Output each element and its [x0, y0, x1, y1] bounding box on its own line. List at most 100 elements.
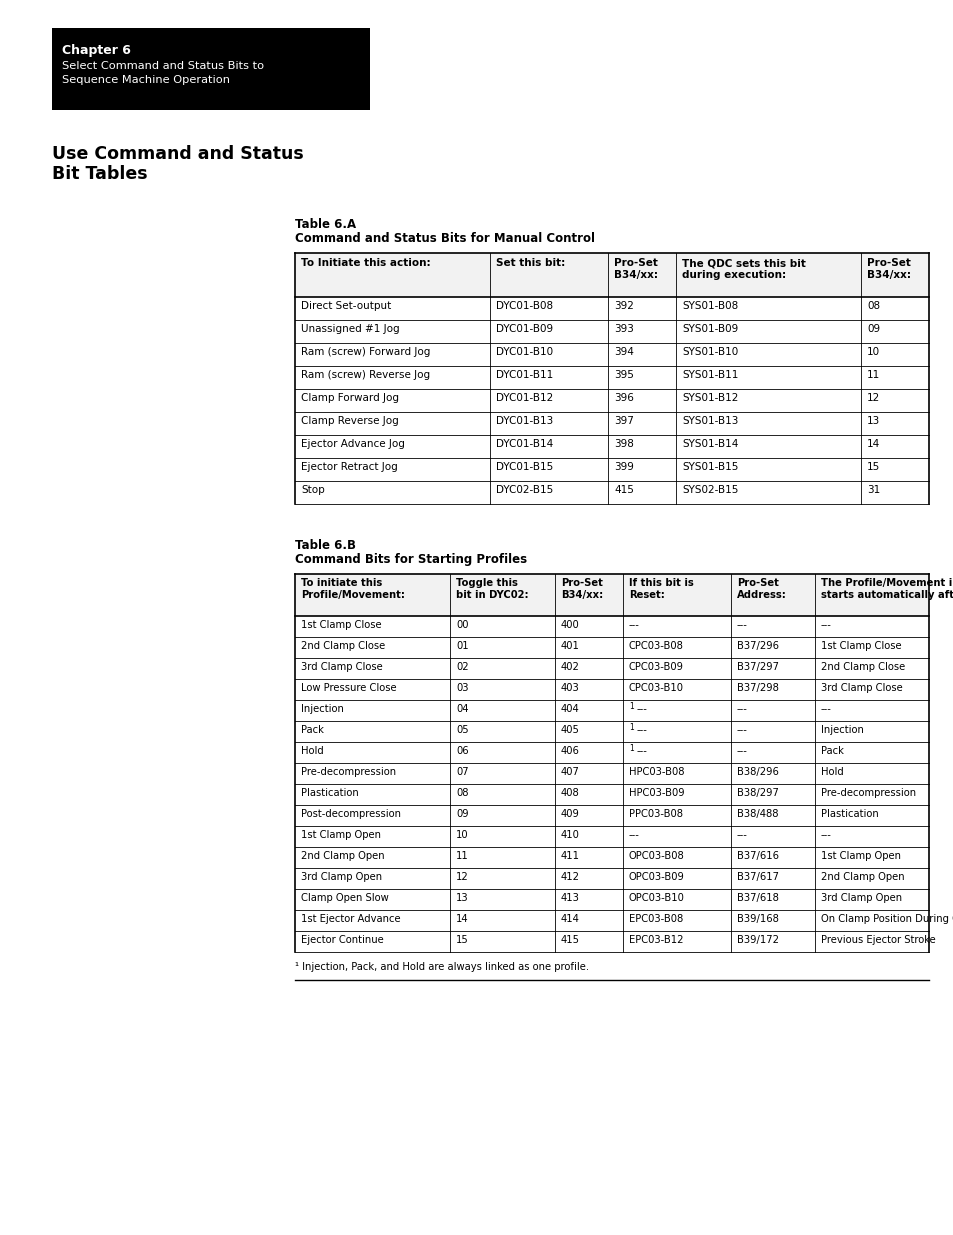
Text: 400: 400 [560, 620, 579, 630]
Text: 2nd Clamp Close: 2nd Clamp Close [301, 641, 385, 651]
Text: ¹ Injection, Pack, and Hold are always linked as one profile.: ¹ Injection, Pack, and Hold are always l… [294, 962, 589, 972]
Text: 2nd Clamp Open: 2nd Clamp Open [301, 851, 384, 861]
Text: SYS02-B15: SYS02-B15 [681, 485, 738, 495]
Text: Pro-Set
Address:: Pro-Set Address: [737, 578, 786, 600]
Text: 403: 403 [560, 683, 579, 693]
Text: 1: 1 [628, 743, 633, 753]
Text: OPC03-B10: OPC03-B10 [628, 893, 684, 903]
Text: ---: --- [637, 746, 647, 756]
Text: 02: 02 [456, 662, 468, 672]
Text: Hold: Hold [301, 746, 323, 756]
Text: B38/488: B38/488 [737, 809, 778, 819]
Text: 15: 15 [456, 935, 468, 945]
Text: B37/296: B37/296 [737, 641, 779, 651]
Text: B39/172: B39/172 [737, 935, 779, 945]
Text: The Profile/Movement in column 1
starts automatically after:: The Profile/Movement in column 1 starts … [821, 578, 953, 600]
Text: CPC03-B10: CPC03-B10 [628, 683, 683, 693]
Text: 1: 1 [628, 722, 633, 732]
Bar [52, 28, 370, 110]
Text: Clamp Forward Jog: Clamp Forward Jog [301, 393, 398, 403]
Text: 1: 1 [628, 701, 633, 711]
Text: 1st Clamp Open: 1st Clamp Open [821, 851, 900, 861]
Text: SYS01-B09: SYS01-B09 [681, 324, 738, 333]
Text: Bit Tables: Bit Tables [52, 165, 148, 183]
Text: B37/298: B37/298 [737, 683, 778, 693]
Text: ---: --- [821, 704, 831, 714]
Text: 08: 08 [456, 788, 468, 798]
Text: B38/296: B38/296 [737, 767, 778, 777]
Text: Ejector Retract Jog: Ejector Retract Jog [301, 462, 397, 472]
Text: Clamp Open Slow: Clamp Open Slow [301, 893, 388, 903]
Text: 399: 399 [614, 462, 633, 472]
Text: ---: --- [737, 725, 747, 735]
Text: ---: --- [628, 620, 639, 630]
Text: B37/616: B37/616 [737, 851, 779, 861]
Text: 01: 01 [456, 641, 468, 651]
Text: SYS01-B10: SYS01-B10 [681, 347, 738, 357]
Text: 401: 401 [560, 641, 579, 651]
Text: 2nd Clamp Open: 2nd Clamp Open [821, 872, 903, 882]
Text: DYC01-B10: DYC01-B10 [496, 347, 553, 357]
Text: 414: 414 [560, 914, 579, 924]
Text: SYS01-B14: SYS01-B14 [681, 438, 738, 450]
Text: B37/618: B37/618 [737, 893, 778, 903]
Text: 06: 06 [456, 746, 468, 756]
Text: DYC01-B08: DYC01-B08 [496, 301, 553, 311]
Text: 3rd Clamp Open: 3rd Clamp Open [301, 872, 382, 882]
Text: Pack: Pack [301, 725, 323, 735]
Text: SYS01-B12: SYS01-B12 [681, 393, 738, 403]
Text: CPC03-B09: CPC03-B09 [628, 662, 683, 672]
Text: 408: 408 [560, 788, 579, 798]
Text: 14: 14 [456, 914, 468, 924]
Text: PPC03-B08: PPC03-B08 [628, 809, 682, 819]
Text: 392: 392 [614, 301, 633, 311]
Text: 10: 10 [866, 347, 880, 357]
Text: Ram (screw) Forward Jog: Ram (screw) Forward Jog [301, 347, 430, 357]
Text: 410: 410 [560, 830, 579, 840]
Text: 13: 13 [866, 416, 880, 426]
Text: Ejector Continue: Ejector Continue [301, 935, 383, 945]
Text: 11: 11 [456, 851, 468, 861]
Text: ---: --- [637, 725, 647, 735]
Text: 05: 05 [456, 725, 468, 735]
Text: Pack: Pack [821, 746, 843, 756]
Text: ---: --- [821, 620, 831, 630]
Text: DYC01-B13: DYC01-B13 [496, 416, 553, 426]
Text: 402: 402 [560, 662, 579, 672]
Text: Injection: Injection [301, 704, 343, 714]
Text: DYC01-B14: DYC01-B14 [496, 438, 553, 450]
Text: 1st Clamp Open: 1st Clamp Open [301, 830, 380, 840]
Text: HPC03-B08: HPC03-B08 [628, 767, 684, 777]
Text: Command and Status Bits for Manual Control: Command and Status Bits for Manual Contr… [294, 232, 595, 245]
Text: B39/168: B39/168 [737, 914, 778, 924]
Text: To initiate this
Profile/Movement:: To initiate this Profile/Movement: [301, 578, 405, 600]
Text: OPC03-B09: OPC03-B09 [628, 872, 684, 882]
Text: Pre-decompression: Pre-decompression [301, 767, 395, 777]
Text: Hold: Hold [821, 767, 842, 777]
Text: On Clamp Position During Open: On Clamp Position During Open [821, 914, 953, 924]
Text: 09: 09 [866, 324, 880, 333]
Text: 411: 411 [560, 851, 579, 861]
Text: DYC02-B15: DYC02-B15 [496, 485, 553, 495]
Text: ---: --- [737, 704, 747, 714]
Text: 09: 09 [456, 809, 468, 819]
Text: EPC03-B08: EPC03-B08 [628, 914, 682, 924]
Text: 12: 12 [456, 872, 468, 882]
Text: To Initiate this action:: To Initiate this action: [301, 258, 430, 268]
Text: B37/297: B37/297 [737, 662, 779, 672]
Text: Low Pressure Close: Low Pressure Close [301, 683, 396, 693]
Text: Injection: Injection [821, 725, 863, 735]
Text: Table 6.A: Table 6.A [294, 219, 355, 231]
Text: 00: 00 [456, 620, 468, 630]
Text: ---: --- [737, 746, 747, 756]
Text: ---: --- [628, 830, 639, 840]
Text: B37/617: B37/617 [737, 872, 779, 882]
Text: 406: 406 [560, 746, 579, 756]
Text: 1st Clamp Close: 1st Clamp Close [821, 641, 901, 651]
Text: 415: 415 [614, 485, 633, 495]
Text: ---: --- [737, 620, 747, 630]
Text: 3rd Clamp Close: 3rd Clamp Close [821, 683, 902, 693]
Text: 04: 04 [456, 704, 468, 714]
Text: ---: --- [737, 830, 747, 840]
Text: SYS01-B08: SYS01-B08 [681, 301, 738, 311]
